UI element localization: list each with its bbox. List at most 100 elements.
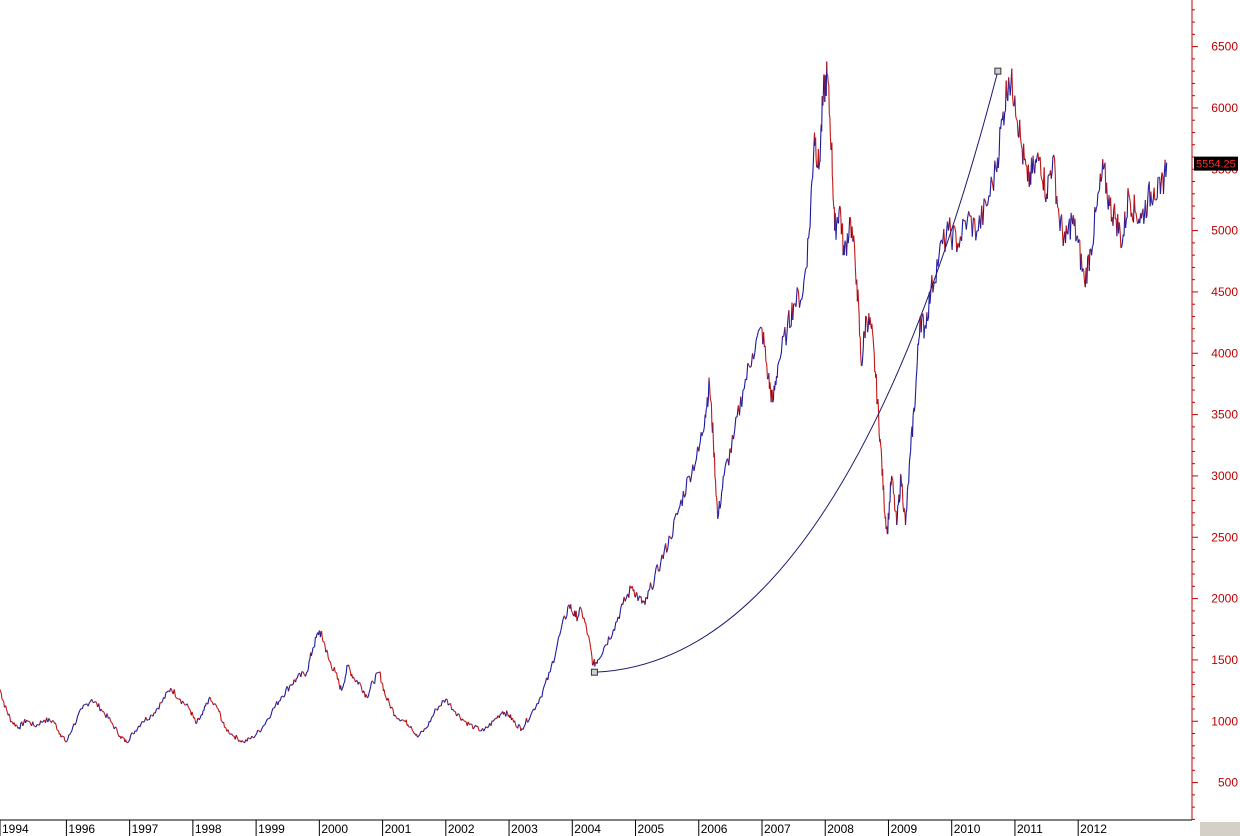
price-segment — [880, 449, 883, 460]
price-segment — [893, 493, 895, 495]
price-segment — [644, 597, 647, 605]
price-segment — [853, 235, 856, 246]
curve-end-handle[interactable] — [994, 67, 1002, 75]
price-segment — [779, 352, 782, 359]
price-segment — [348, 667, 351, 671]
price-segment — [492, 719, 495, 722]
price-segment — [795, 287, 798, 307]
price-segment — [672, 520, 675, 536]
price-segment — [592, 661, 595, 665]
price-segment — [921, 314, 923, 319]
price-segment — [1162, 174, 1165, 195]
price-segment — [915, 370, 918, 380]
price-segment — [932, 283, 935, 293]
price-segment — [0, 691, 2, 694]
price-segment — [63, 736, 66, 741]
price-segment — [253, 735, 256, 738]
price-segment — [1067, 223, 1070, 235]
price-segment — [565, 616, 568, 620]
price-segment — [1035, 156, 1038, 163]
price-segment — [914, 390, 917, 406]
price-segment — [984, 200, 988, 207]
price-segment — [908, 455, 911, 465]
price-segment — [357, 682, 360, 685]
price-segment — [708, 377, 711, 384]
price-segment — [958, 236, 961, 248]
price-segment — [935, 259, 938, 284]
price-segment — [835, 223, 838, 240]
x-tick-label: 1998 — [195, 822, 222, 836]
price-segment — [394, 714, 397, 718]
price-segment — [839, 207, 842, 218]
price-segment — [1039, 156, 1042, 177]
x-tick-label: 1994 — [2, 822, 29, 836]
price-segment — [486, 726, 489, 729]
price-segment — [87, 702, 90, 707]
price-segment — [972, 217, 976, 220]
price-segment — [283, 694, 286, 698]
price-segment — [896, 519, 898, 526]
price-segment — [1125, 216, 1128, 220]
price-segment — [876, 401, 879, 405]
price-segment — [667, 535, 670, 548]
price-segment — [1136, 217, 1139, 224]
curve-start-handle[interactable] — [590, 668, 598, 676]
price-segment — [1119, 230, 1122, 248]
price-segment — [344, 676, 346, 683]
price-segment — [803, 275, 806, 281]
price-segment — [307, 660, 310, 670]
price-segment — [337, 678, 340, 685]
price-segment — [854, 266, 857, 285]
price-segment — [458, 713, 461, 718]
price-segment — [103, 711, 106, 715]
price-segment — [398, 718, 401, 722]
y-tick-label: 4000 — [1211, 346, 1238, 360]
price-segment — [806, 237, 809, 268]
price-segment — [490, 720, 493, 726]
price-segment — [1126, 188, 1129, 218]
price-segment — [251, 735, 254, 738]
price-segment — [11, 720, 13, 723]
price-segment — [775, 375, 778, 386]
price-segment — [345, 664, 348, 674]
price-segment — [444, 699, 447, 703]
price-segment — [547, 671, 550, 681]
price-segment — [753, 352, 756, 360]
price-segment — [606, 636, 610, 645]
price-segment — [216, 707, 219, 710]
price-segment — [956, 242, 959, 253]
price-segment — [315, 633, 318, 639]
price-segment — [770, 389, 773, 403]
price-segment — [1025, 164, 1028, 167]
price-segment — [523, 724, 526, 728]
price-segment — [585, 628, 588, 635]
price-segment — [207, 699, 210, 705]
price-segment — [549, 666, 552, 673]
price-segment — [145, 716, 148, 721]
price-segment — [311, 647, 314, 653]
price-segment — [260, 727, 263, 731]
scrollbar-corner[interactable] — [1200, 822, 1240, 836]
price-segment — [70, 730, 73, 733]
price-segment — [1088, 248, 1091, 271]
price-segment — [1150, 191, 1153, 203]
price-segment — [32, 721, 35, 726]
price-segment — [1053, 157, 1056, 175]
price-segment — [210, 700, 213, 703]
price-segment — [614, 622, 617, 631]
price-segment — [419, 731, 422, 735]
price-segment — [802, 280, 805, 292]
price-segment — [440, 700, 443, 707]
price-segment — [433, 708, 436, 714]
price-segment — [370, 681, 373, 687]
price-segment — [610, 635, 613, 639]
price-segment — [1093, 207, 1096, 235]
price-segment — [429, 717, 433, 723]
price-segment — [1057, 206, 1059, 209]
price-segment — [88, 701, 91, 704]
price-segment — [177, 698, 180, 700]
price-segment — [318, 630, 320, 636]
x-axis: 1994 1996 1997 1998 1999 2000 2001 2002 2003 2004… — [0, 819, 1192, 836]
price-segment — [720, 491, 723, 503]
price-segment — [518, 724, 521, 727]
